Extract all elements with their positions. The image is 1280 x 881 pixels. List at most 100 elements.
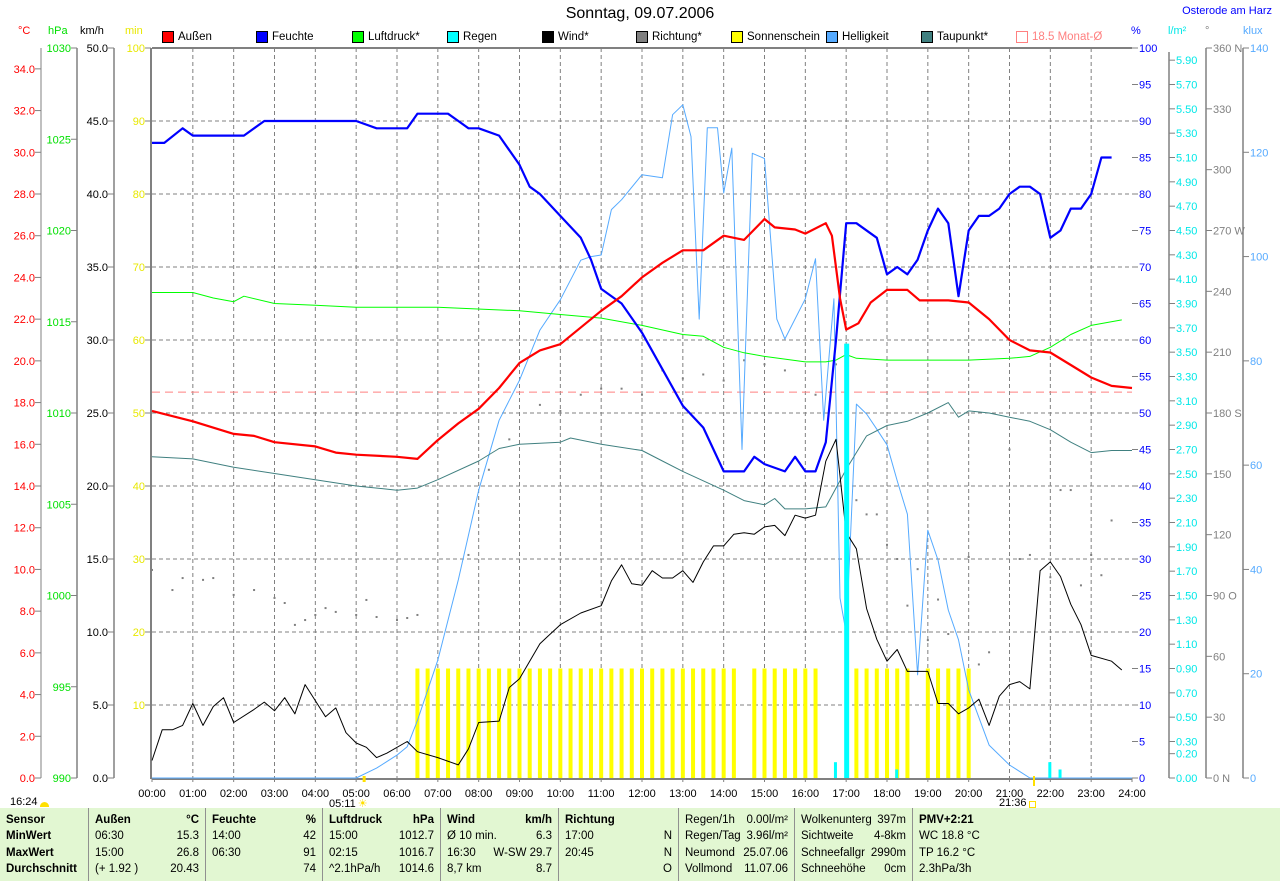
direction-dot xyxy=(212,577,215,580)
direction-dot xyxy=(324,607,327,610)
axis-label-min: 30 xyxy=(133,554,145,566)
axis-label-temp: 10.0 xyxy=(14,564,35,576)
series-line-wind xyxy=(151,438,1123,766)
direction-dot xyxy=(1059,489,1062,492)
direction-dot xyxy=(1008,448,1011,451)
x-tick-label: 18:00 xyxy=(873,788,901,800)
axis-label-pct: 40 xyxy=(1139,481,1151,493)
direction-dot xyxy=(855,499,858,502)
direction-dot xyxy=(834,363,837,366)
sunshine-bar xyxy=(435,668,440,778)
axis-label-temp: 16.0 xyxy=(14,439,35,451)
direction-dot xyxy=(906,604,909,607)
direction-dot xyxy=(181,577,184,580)
info-row: TP 16.2 °C xyxy=(919,847,1274,863)
axis-label-min: 80 xyxy=(133,189,145,201)
info-row: 2.3hPa/3h xyxy=(919,863,1274,879)
axis-label-temp: 30.0 xyxy=(14,147,35,159)
table-header: Richtung xyxy=(565,814,672,830)
axis-label-temp: 32.0 xyxy=(14,106,35,118)
axis-label-deg: 330 xyxy=(1213,104,1231,116)
sunshine-bar xyxy=(629,668,634,778)
axis-label-rain: 1.50 xyxy=(1176,591,1197,603)
x-tick-label: 04:00 xyxy=(302,788,330,800)
axis-label-hpa: 995 xyxy=(53,682,71,694)
axis-label-kmh: 20.0 xyxy=(87,481,108,493)
x-tick-label: 09:00 xyxy=(506,788,534,800)
sunshine-bar xyxy=(936,668,941,778)
direction-dot xyxy=(988,651,991,654)
axis-label-pct: 15 xyxy=(1139,664,1151,676)
table-row: 16:30 W-SW 29.7 xyxy=(447,847,552,863)
cell-value: % xyxy=(305,814,316,826)
direction-dot xyxy=(1110,519,1113,522)
axis-label-klux: 120 xyxy=(1250,147,1268,159)
axis-label-temp: 22.0 xyxy=(14,314,35,326)
cell-label: 02:15 xyxy=(329,847,358,859)
sunshine-bar xyxy=(854,668,859,778)
sunshine-bar xyxy=(691,668,696,778)
info-row: Wolkenunterg 397m xyxy=(801,814,906,830)
axis-label-min: 10 xyxy=(133,700,145,712)
legend-label: Helligkeit xyxy=(842,31,889,43)
legend-swatch xyxy=(731,31,743,43)
direction-dot xyxy=(508,438,511,441)
x-tick-label: 01:00 xyxy=(179,788,207,800)
table-row: 74 xyxy=(212,863,316,879)
direction-dot xyxy=(304,619,307,622)
sunshine-bar xyxy=(527,668,532,778)
cell-value: W-SW 29.7 xyxy=(493,847,552,859)
x-tick-label: 05:00 xyxy=(342,788,370,800)
cell-value: 1012.7 xyxy=(398,830,434,842)
axis-label-rain: 3.50 xyxy=(1176,347,1197,359)
axis-label-deg: 30 xyxy=(1213,712,1225,724)
x-tick-label: 10:00 xyxy=(547,788,575,800)
direction-dot xyxy=(641,393,643,396)
legend-swatch xyxy=(542,31,554,43)
cell-label: Neumond xyxy=(685,847,735,859)
direction-dot xyxy=(171,589,174,592)
x-tick-label: 00:00 xyxy=(138,788,166,800)
cell-label: (+ 1.92 ) xyxy=(95,863,139,875)
axis-label-klux: 40 xyxy=(1250,564,1262,576)
sunshine-bar xyxy=(701,668,706,778)
direction-dot xyxy=(355,613,358,616)
axis-label-hpa: 1010 xyxy=(47,408,71,420)
sunshine-bar xyxy=(793,668,798,778)
direction-dot xyxy=(620,387,623,390)
chart-title: Sonntag, 09.07.2006 xyxy=(565,5,715,22)
legend-item: Regen xyxy=(447,31,497,43)
cell-label: 2.3hPa/3h xyxy=(919,863,972,875)
direction-dot xyxy=(1090,553,1093,556)
axis-label-pct: 35 xyxy=(1139,518,1151,530)
rain-bar xyxy=(895,769,899,778)
location-link[interactable]: Osterode am Harz xyxy=(1182,5,1272,17)
axis-label-pct: 85 xyxy=(1139,153,1151,165)
axis-label-rain: 3.90 xyxy=(1176,299,1197,311)
axis-label-pct: 80 xyxy=(1139,189,1151,201)
direction-dot xyxy=(538,403,541,406)
direction-dot xyxy=(947,633,950,636)
x-tick-label: 02:00 xyxy=(220,788,248,800)
x-tick-label: 08:00 xyxy=(465,788,493,800)
moon-icon xyxy=(39,802,49,807)
cell-label: 15:00 xyxy=(329,830,358,842)
cell-label: MaxWert xyxy=(6,847,54,859)
info-row: Regen/1h 0.00l/m² xyxy=(685,814,788,830)
sunshine-bar xyxy=(599,668,604,778)
axis-label-rain: 5.90 xyxy=(1176,55,1197,67)
sunshine-bar xyxy=(568,668,573,778)
axis-label-hpa: 1025 xyxy=(47,134,71,146)
cell-value: 2990m xyxy=(870,847,906,859)
sunset-time: 21:36 xyxy=(999,797,1027,809)
direction-dot xyxy=(916,568,919,571)
sunshine-bar xyxy=(925,668,930,778)
axis-label-kmh: 45.0 xyxy=(87,116,108,128)
direction-dot xyxy=(467,553,470,556)
info-row: Schneehöhe 0cm xyxy=(801,863,906,879)
sunshine-bar xyxy=(782,668,787,778)
legend-label: Luftdruck* xyxy=(368,31,420,43)
axis-label-min: 70 xyxy=(133,262,145,274)
direction-dot xyxy=(1018,558,1021,560)
direction-dot xyxy=(763,363,766,366)
